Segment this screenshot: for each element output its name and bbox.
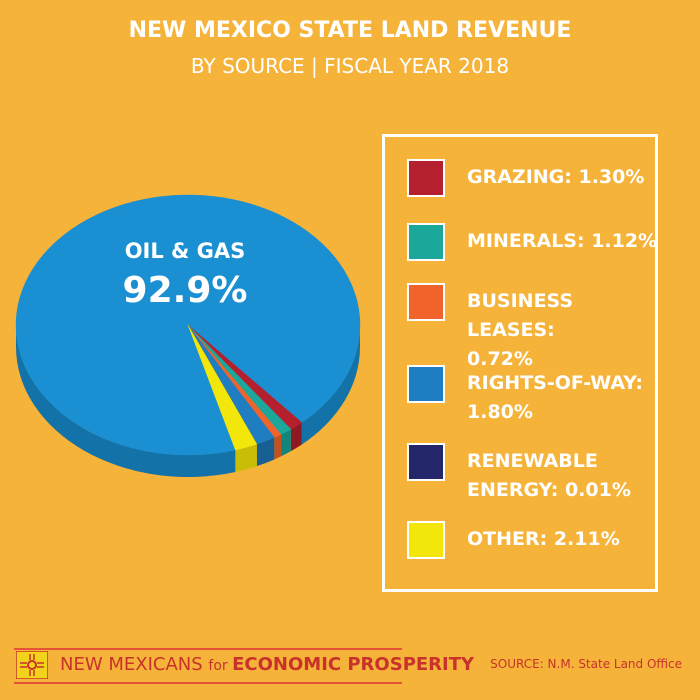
brand-text-3: ECONOMIC PROSPERITY xyxy=(232,654,475,675)
legend-label-other: OTHER: 2.11% xyxy=(467,525,667,554)
legend-label-business-leases: BUSINESS LEASES: 0.72% xyxy=(467,287,667,374)
pie-side-minerals xyxy=(280,429,291,457)
legend-label-renewable-energy: RENEWABLE ENERGY: 0.01% xyxy=(467,447,667,505)
legend-line: 0.72% xyxy=(467,348,533,370)
pie-side-grazing xyxy=(290,422,302,452)
legend-line: OTHER: 2.11% xyxy=(467,528,620,550)
oil-gas-value: 92.9% xyxy=(123,270,248,311)
footer-divider-bottom xyxy=(14,682,402,684)
brand-text-1: NEW MEXICANS xyxy=(60,654,209,675)
footer-divider-top xyxy=(14,648,402,650)
pie-slice-oil-gas xyxy=(15,194,361,456)
pie-side-other xyxy=(235,444,257,472)
pie-side-oil-gas xyxy=(301,325,360,445)
footer-brand: NEW MEXICANS for ECONOMIC PROSPERITY xyxy=(60,654,474,675)
chart-subtitle: BY SOURCE | FISCAL YEAR 2018 xyxy=(190,54,510,78)
chart-title: NEW MEXICO STATE LAND REVENUE xyxy=(128,18,572,43)
legend-line: ENERGY: 0.01% xyxy=(467,479,631,501)
pie-side-business-leases xyxy=(274,434,281,460)
brand-text-2: for xyxy=(208,658,233,674)
legend-line: GRAZING: 1.30% xyxy=(467,166,645,188)
legend-swatch-business-leases xyxy=(407,283,445,321)
legend-line: 1.80% xyxy=(467,401,533,423)
legend-label-grazing: GRAZING: 1.30% xyxy=(467,163,667,192)
pie-side-oil-gas xyxy=(16,325,236,478)
legend-swatch-grazing xyxy=(407,159,445,197)
legend-swatch-rights-of-way xyxy=(407,365,445,403)
legend-swatch-other xyxy=(407,521,445,559)
legend: GRAZING: 1.30% MINERALS: 1.12% BUSINESS … xyxy=(382,134,658,592)
legend-line: RENEWABLE xyxy=(467,450,598,472)
legend-label-minerals: MINERALS: 1.12% xyxy=(467,227,667,256)
legend-label-rights-of-way: RIGHTS-OF-WAY: 1.80% xyxy=(467,369,667,427)
oil-gas-label: OIL & GAS xyxy=(125,239,246,263)
pie-chart: OIL & GAS 92.9% xyxy=(15,194,361,478)
pie-slice-other xyxy=(187,324,258,451)
zia-sun-logo-icon xyxy=(16,651,48,679)
legend-swatch-renewable-energy xyxy=(407,443,445,481)
legend-line: MINERALS: 1.12% xyxy=(467,230,658,252)
pie-side-rights-of-way xyxy=(256,437,275,467)
legend-swatch-minerals xyxy=(407,223,445,261)
source-note: SOURCE: N.M. State Land Office xyxy=(490,657,682,671)
legend-line: BUSINESS LEASES: xyxy=(467,290,574,341)
legend-line: RIGHTS-OF-WAY: xyxy=(467,372,644,394)
